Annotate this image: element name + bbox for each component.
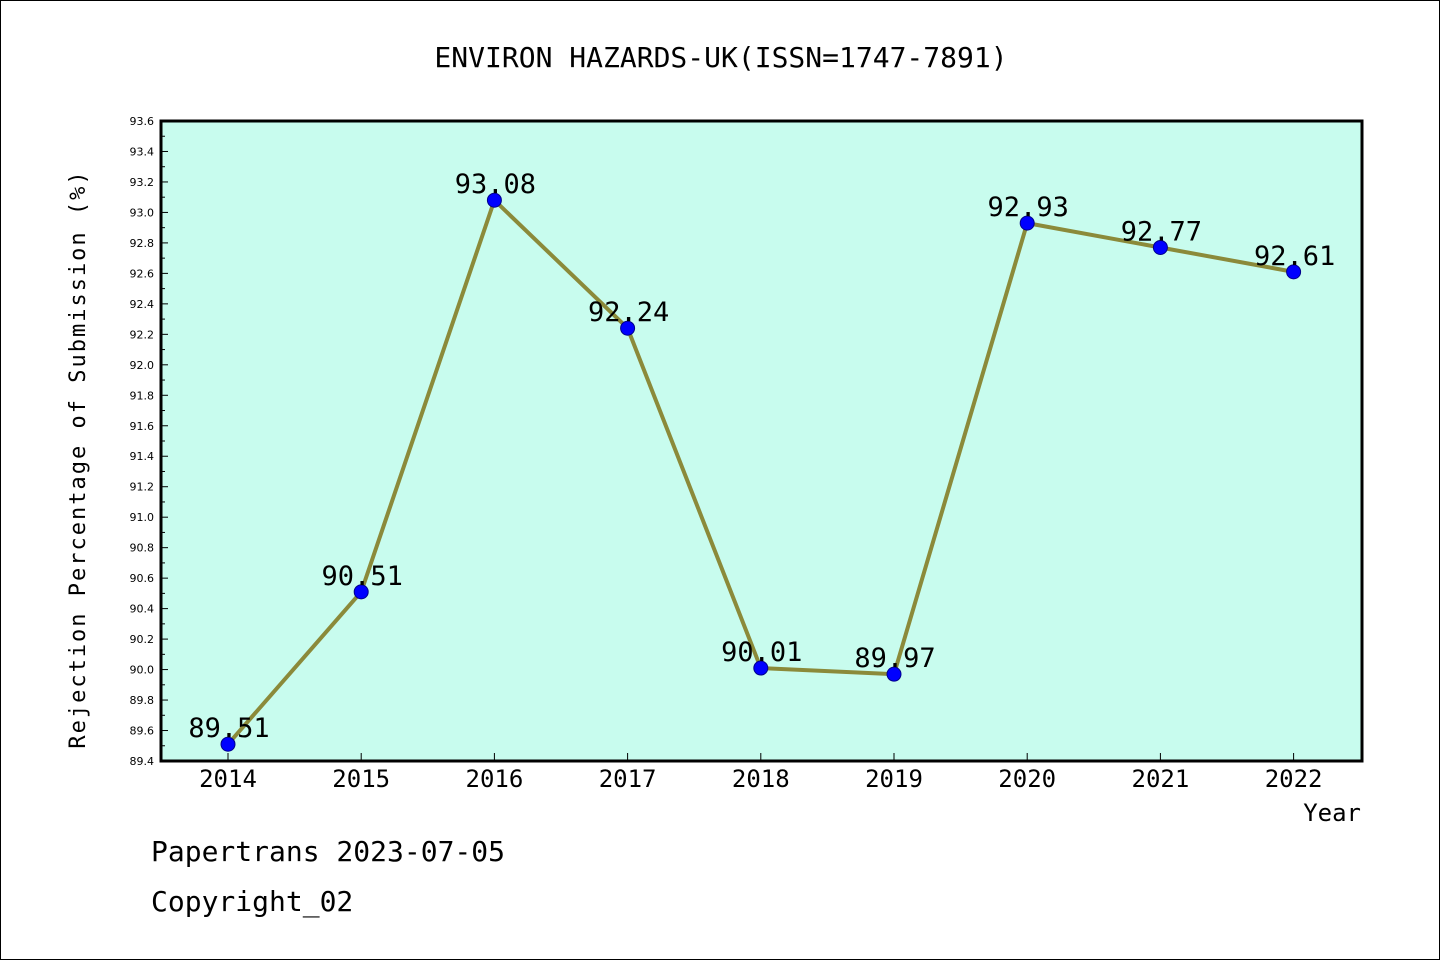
x-tick-label: 2021	[1132, 765, 1190, 793]
x-tick-label: 2016	[466, 765, 524, 793]
data-point	[753, 660, 769, 676]
y-tick-label: 91.0	[130, 511, 155, 524]
data-label: 92.24	[588, 297, 669, 328]
footer-copyright: Copyright_02	[151, 885, 354, 918]
data-point	[886, 666, 902, 682]
x-axis-label: Year	[1303, 799, 1361, 827]
y-tick-label: 92.8	[130, 237, 155, 250]
x-tick-label: 2017	[599, 765, 657, 793]
y-tick-label: 92.4	[130, 298, 155, 311]
x-tick-label: 2014	[199, 765, 257, 793]
data-point	[620, 320, 636, 336]
data-point	[1019, 215, 1035, 231]
y-tick-label: 90.8	[130, 542, 155, 555]
y-axis-label: Rejection Percentage of Submission (%)	[66, 169, 91, 748]
y-tick-label: 91.6	[130, 420, 155, 433]
data-point	[353, 584, 369, 600]
y-tick-label: 89.8	[130, 694, 155, 707]
data-label: 89.51	[188, 713, 269, 744]
y-tick-label: 89.4	[130, 755, 155, 768]
data-label: 90.01	[721, 637, 802, 668]
y-tick-label: 91.8	[130, 389, 155, 402]
data-label: 89.97	[854, 643, 935, 674]
data-label: 93.08	[455, 169, 536, 200]
data-point	[220, 736, 236, 752]
data-label: 92.93	[988, 192, 1069, 223]
y-tick-label: 93.2	[130, 176, 155, 189]
data-point	[1152, 239, 1168, 255]
y-axis: 89.4 89.6 89.8 90.0 90.2 90.4 90.6 90.8 91.0 91.2…	[130, 115, 168, 768]
x-axis: 2014 2015 2016 2017 2018 2019 2020 2021 2022	[199, 753, 1322, 793]
y-tick-label: 90.6	[130, 572, 155, 585]
data-label: 92.77	[1121, 216, 1202, 247]
y-tick-label: 90.0	[130, 664, 155, 677]
data-label: 92.61	[1254, 241, 1335, 272]
x-tick-label: 2020	[998, 765, 1056, 793]
data-label: 90.51	[322, 561, 403, 592]
series-layer: 89.51 90.51 93.08 92.24 90.01 89.97 92.93 92.77…	[188, 169, 1335, 752]
y-tick-label: 93.6	[130, 115, 155, 128]
y-tick-label: 93.0	[130, 206, 155, 219]
footer-date: Papertrans 2023-07-05	[151, 835, 506, 868]
y-tick-label: 91.2	[130, 481, 155, 494]
data-point	[1286, 264, 1302, 280]
y-tick-label: 91.4	[130, 450, 155, 463]
x-tick-label: 2018	[732, 765, 790, 793]
y-tick-label: 93.4	[130, 145, 155, 158]
data-point	[486, 192, 502, 208]
y-tick-label: 92.2	[130, 328, 155, 341]
y-tick-label: 89.6	[130, 725, 155, 738]
y-tick-label: 92.6	[130, 267, 155, 280]
x-tick-label: 2022	[1265, 765, 1323, 793]
x-tick-label: 2019	[865, 765, 923, 793]
y-tick-label: 90.2	[130, 633, 155, 646]
x-tick-label: 2015	[332, 765, 390, 793]
chart-title: ENVIRON HAZARDS-UK(ISSN=1747-7891)	[434, 41, 1007, 74]
plot-area	[159, 119, 1364, 763]
y-tick-label: 92.0	[130, 359, 155, 372]
y-tick-label: 90.4	[130, 603, 155, 616]
